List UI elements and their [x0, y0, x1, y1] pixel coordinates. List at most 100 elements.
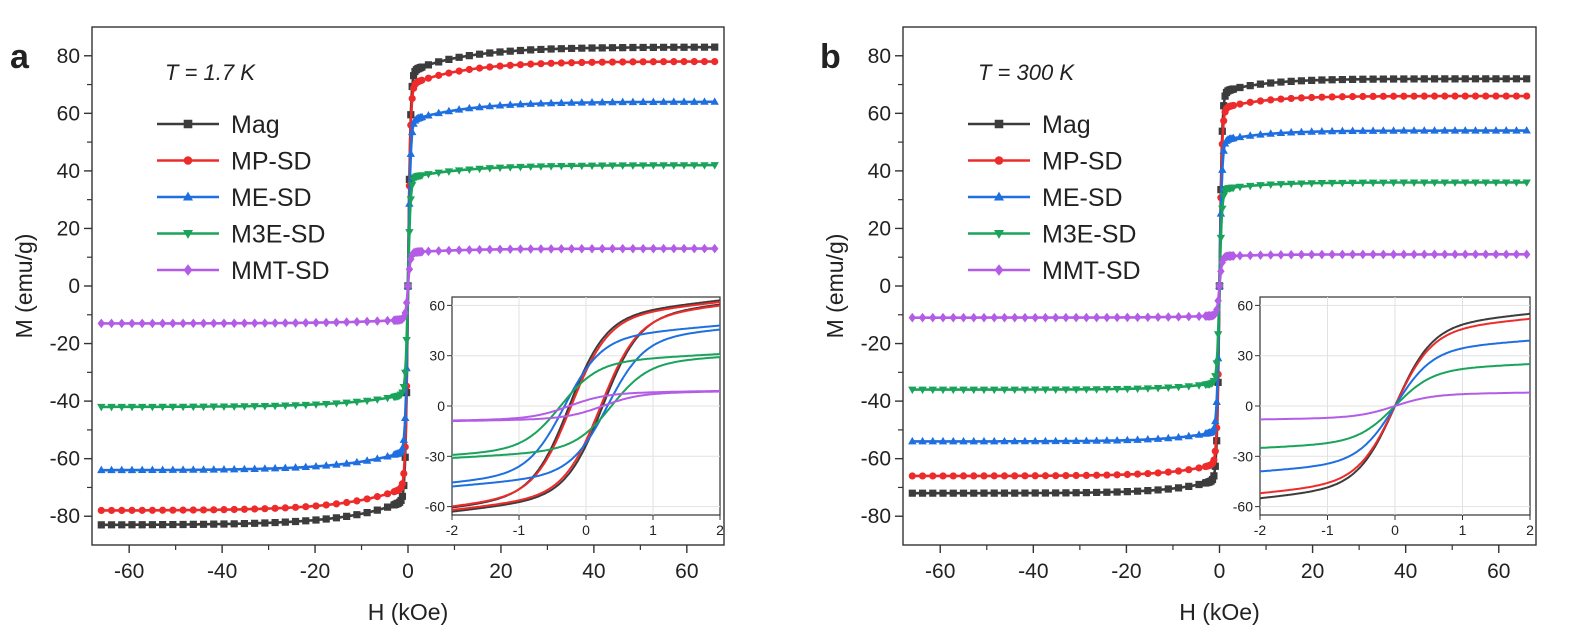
- data-point-ME-SD: [1123, 435, 1132, 444]
- data-point-M3E-SD: [557, 162, 566, 171]
- data-point-Mag: [1451, 75, 1459, 83]
- data-point-Mag: [271, 518, 279, 527]
- data-point-MMT-SD: [250, 318, 259, 328]
- data-point-ME-SD: [1481, 126, 1490, 134]
- data-point-Mag: [148, 521, 157, 529]
- data-point-MMT-SD: [567, 243, 576, 254]
- data-point-MP-SD: [939, 472, 947, 480]
- data-point-Mag: [1113, 488, 1121, 496]
- data-point-M3E-SD: [250, 403, 259, 411]
- data-point-ME-SD: [1348, 126, 1357, 134]
- data-point-ME-SD: [291, 463, 300, 471]
- data-point-Mag: [435, 58, 443, 66]
- data-point-MP-SD: [1502, 92, 1510, 100]
- data-point-ME-SD: [1368, 126, 1378, 134]
- data-point-MP-SD: [373, 493, 381, 501]
- inset-y-tick-label: 60: [429, 297, 445, 313]
- data-point-M3E-SD: [405, 229, 414, 237]
- data-point-ME-SD: [1491, 126, 1501, 134]
- data-point-MP-SD: [128, 506, 136, 514]
- data-point-ME-SD: [158, 465, 167, 473]
- data-point-ME-SD: [1420, 126, 1429, 134]
- data-point-MMT-SD: [1174, 312, 1183, 322]
- data-point-ME-SD: [1000, 436, 1009, 445]
- data-point-Mag: [567, 44, 576, 53]
- data-point-Mag: [939, 489, 947, 497]
- data-point-MP-SD: [1420, 92, 1428, 100]
- data-point-M3E-SD: [1041, 386, 1050, 394]
- legend-label-M3E-SD: M3E-SD: [1042, 221, 1136, 249]
- data-point-MMT-SD: [1287, 249, 1295, 260]
- data-point-MMT-SD: [1492, 249, 1500, 260]
- data-point-ME-SD: [137, 465, 147, 474]
- data-point-MMT-SD: [240, 318, 249, 329]
- data-point-MMT-SD: [670, 243, 678, 254]
- data-point-Mag: [578, 44, 586, 52]
- data-point-MP-SD: [908, 472, 916, 480]
- inset-y-tick-label: -60: [425, 499, 445, 515]
- data-point-M3E-SD: [1327, 179, 1337, 188]
- series-MMT-SD: [97, 243, 719, 329]
- data-point-M3E-SD: [1440, 179, 1449, 187]
- data-point-Mag: [1031, 489, 1039, 497]
- data-point-ME-SD: [1143, 434, 1153, 443]
- data-point-Mag: [1062, 489, 1070, 497]
- data-point-MMT-SD: [401, 308, 409, 318]
- data-point-MP-SD: [455, 67, 463, 75]
- data-point-MP-SD: [343, 498, 351, 507]
- data-point-MP-SD: [435, 71, 443, 79]
- data-point-ME-SD: [1041, 436, 1050, 445]
- y-tick-label: 80: [868, 45, 891, 68]
- data-point-MP-SD: [1523, 92, 1531, 100]
- inset-y-tick-label: -30: [1233, 448, 1253, 464]
- data-point-Mag: [1011, 489, 1019, 497]
- data-point-MP-SD: [148, 506, 157, 514]
- data-point-MP-SD: [1308, 93, 1316, 102]
- inset-branch-MMT-SD: [452, 390, 720, 423]
- data-point-ME-SD: [618, 97, 627, 106]
- data-point-ME-SD: [1430, 126, 1439, 134]
- x-tick-label: 60: [675, 560, 698, 583]
- data-point-MMT-SD: [990, 312, 998, 323]
- data-point-M3E-SD: [199, 403, 208, 412]
- data-point-Mag: [159, 521, 167, 529]
- data-point-ME-SD: [1246, 131, 1255, 139]
- data-point-Mag: [649, 43, 657, 51]
- data-point-ME-SD: [465, 103, 474, 112]
- data-point-MMT-SD: [179, 318, 187, 329]
- data-point-ME-SD: [1307, 127, 1316, 135]
- data-point-M3E-SD: [1338, 179, 1347, 188]
- data-point-MMT-SD: [1522, 249, 1531, 260]
- data-point-M3E-SD: [1112, 386, 1122, 394]
- data-point-MMT-SD: [322, 317, 330, 328]
- data-point-MMT-SD: [1420, 249, 1428, 260]
- data-point-ME-SD: [1276, 128, 1286, 137]
- data-point-M3E-SD: [1246, 182, 1255, 191]
- data-point-MP-SD: [291, 503, 300, 511]
- data-point-ME-SD: [1174, 432, 1183, 441]
- data-point-M3E-SD: [1164, 384, 1173, 392]
- data-point-M3E-SD: [444, 168, 454, 176]
- data-point-Mag: [1041, 489, 1050, 497]
- x-tick-label: -60: [114, 560, 144, 583]
- x-tick-label: -20: [300, 560, 330, 583]
- data-point-Mag: [1052, 489, 1060, 497]
- data-point-Mag: [353, 511, 361, 519]
- data-point-ME-SD: [406, 149, 415, 157]
- data-point-M3E-SD: [168, 403, 178, 412]
- data-point-M3E-SD: [417, 172, 427, 180]
- data-point-M3E-SD: [158, 403, 167, 412]
- data-point-ME-SD: [669, 97, 679, 105]
- data-point-MP-SD: [322, 501, 330, 509]
- data-point-Mag: [639, 43, 647, 52]
- x-tick-label: -60: [925, 560, 955, 583]
- data-point-ME-SD: [401, 413, 410, 422]
- legend-marker-Mag: [994, 119, 1004, 129]
- data-point-M3E-SD: [178, 403, 188, 412]
- data-point-MMT-SD: [373, 316, 382, 326]
- data-point-ME-SD: [638, 97, 648, 106]
- inset-x-tick-label: 1: [649, 522, 657, 538]
- data-point-M3E-SD: [1358, 179, 1368, 188]
- data-point-M3E-SD: [454, 167, 464, 175]
- data-point-ME-SD: [1082, 436, 1091, 444]
